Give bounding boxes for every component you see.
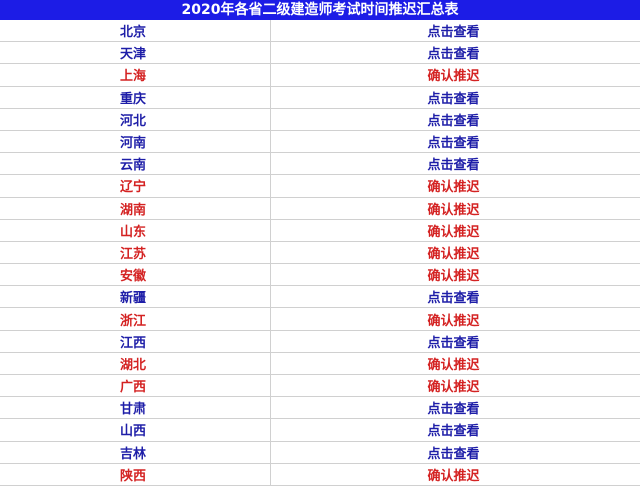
province-cell: 安徽 (0, 263, 271, 287)
province-cell: 重庆 (0, 86, 271, 109)
table-row: 辽宁 确认推迟 (0, 174, 640, 198)
postponed-status: 确认推迟 (270, 197, 640, 220)
province-cell: 湖南 (0, 197, 271, 220)
view-link[interactable]: 点击查看 (270, 86, 640, 109)
view-link[interactable]: 点击查看 (270, 130, 640, 154)
province-cell: 天津 (0, 41, 271, 65)
view-link[interactable]: 点击查看 (270, 330, 640, 353)
table-row: 浙江 确认推迟 (0, 307, 640, 331)
table-row: 吉林 点击查看 (0, 441, 640, 464)
province-cell: 山东 (0, 219, 271, 242)
province-cell: 河北 (0, 108, 271, 131)
province-cell: 辽宁 (0, 174, 271, 198)
province-cell: 山西 (0, 418, 271, 442)
table-row: 安徽 确认推迟 (0, 263, 640, 287)
province-cell: 河南 (0, 130, 271, 154)
table-row: 江苏 确认推迟 (0, 241, 640, 265)
view-link[interactable]: 点击查看 (270, 20, 640, 43)
postponed-status: 确认推迟 (270, 241, 640, 265)
table-row: 上海 确认推迟 (0, 63, 640, 87)
view-link[interactable]: 点击查看 (270, 441, 640, 464)
postponed-status: 确认推迟 (270, 263, 640, 287)
table-row: 江西 点击查看 (0, 330, 640, 353)
province-cell: 新疆 (0, 285, 271, 309)
province-cell: 江西 (0, 330, 271, 353)
province-cell: 云南 (0, 152, 271, 176)
table-row: 新疆 点击查看 (0, 285, 640, 309)
table-row: 北京 点击查看 (0, 20, 640, 43)
view-link[interactable]: 点击查看 (270, 418, 640, 442)
province-cell: 甘肃 (0, 396, 271, 420)
view-link[interactable]: 点击查看 (270, 152, 640, 176)
postponed-status: 确认推迟 (270, 63, 640, 87)
table-row: 河北 点击查看 (0, 108, 640, 131)
table-row: 重庆 点击查看 (0, 86, 640, 109)
postponed-status: 确认推迟 (270, 174, 640, 198)
summary-table: 北京 点击查看 天津 点击查看 上海 确认推迟 重庆 点击查看 河北 点击查看 河南 点击查看 云南 点击… (0, 20, 640, 486)
view-link[interactable]: 点击查看 (270, 396, 640, 420)
province-cell: 陕西 (0, 463, 271, 486)
table-row: 山东 确认推迟 (0, 219, 640, 242)
view-link[interactable]: 点击查看 (270, 108, 640, 131)
view-link[interactable]: 点击查看 (270, 285, 640, 309)
table-row: 山西 点击查看 (0, 418, 640, 442)
province-cell: 北京 (0, 20, 271, 43)
province-cell: 广西 (0, 374, 271, 398)
table-row: 陕西 确认推迟 (0, 463, 640, 486)
postponed-status: 确认推迟 (270, 374, 640, 398)
postponed-status: 确认推迟 (270, 307, 640, 331)
postponed-status: 确认推迟 (270, 463, 640, 486)
table-row: 湖南 确认推迟 (0, 197, 640, 220)
province-cell: 湖北 (0, 352, 271, 376)
province-cell: 江苏 (0, 241, 271, 265)
table-row: 云南 点击查看 (0, 152, 640, 176)
view-link[interactable]: 点击查看 (270, 41, 640, 65)
table-row: 湖北 确认推迟 (0, 352, 640, 376)
table-row: 甘肃 点击查看 (0, 396, 640, 420)
province-cell: 浙江 (0, 307, 271, 331)
province-cell: 上海 (0, 63, 271, 87)
table-title: 2020年各省二级建造师考试时间推迟汇总表 (0, 0, 640, 20)
table-row: 广西 确认推迟 (0, 374, 640, 398)
postponed-status: 确认推迟 (270, 219, 640, 242)
province-cell: 吉林 (0, 441, 271, 464)
table-row: 河南 点击查看 (0, 130, 640, 154)
table-row: 天津 点击查看 (0, 41, 640, 65)
postponed-status: 确认推迟 (270, 352, 640, 376)
